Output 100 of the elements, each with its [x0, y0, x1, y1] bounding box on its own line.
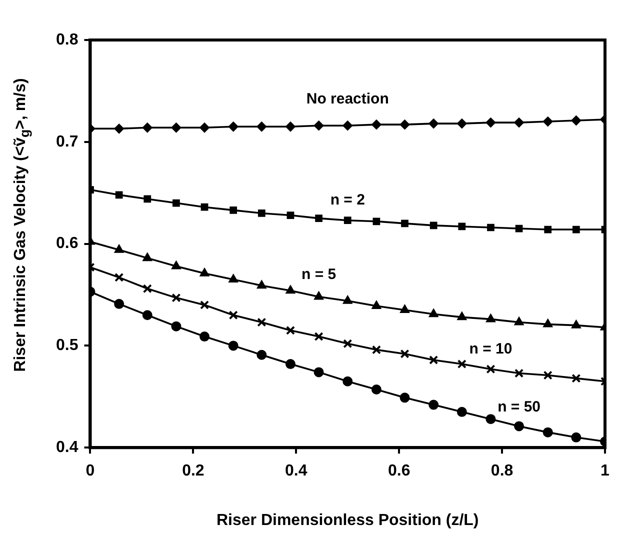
point: [514, 421, 524, 432]
point: [200, 203, 208, 211]
point: [286, 212, 294, 219]
point: [430, 222, 438, 230]
point: [286, 326, 296, 335]
point: [571, 320, 582, 328]
point: [228, 310, 238, 320]
point: [571, 432, 582, 442]
point: [171, 321, 182, 332]
x-axis-title: Riser Dimensionless Position (z/L): [216, 512, 479, 529]
point: [342, 376, 353, 386]
point: [486, 118, 496, 128]
point: [572, 226, 580, 234]
x-tick-label: 0.8: [490, 462, 514, 480]
point: [228, 122, 238, 132]
point: [372, 300, 382, 309]
point: [428, 118, 439, 129]
point: [314, 291, 324, 300]
point: [114, 272, 124, 282]
point: [342, 120, 353, 131]
point: [228, 340, 238, 351]
point: [514, 368, 524, 378]
series-label: No reaction: [306, 90, 389, 108]
point: [515, 224, 523, 232]
y-tick-label: 0.5: [56, 337, 78, 354]
y-tick-label: 0.8: [56, 31, 78, 48]
x-tick-label: 1: [600, 462, 610, 480]
point: [400, 349, 410, 358]
y-tick-label: 0.4: [56, 439, 78, 456]
point: [372, 345, 381, 354]
y-tick-label: 0.6: [56, 235, 78, 252]
series-label: n = 50: [498, 398, 541, 416]
point: [543, 370, 552, 380]
point: [457, 312, 467, 320]
point: [172, 293, 181, 302]
x-tick-label: 0.2: [182, 462, 204, 480]
point: [542, 427, 553, 438]
series-label: n = 5: [301, 266, 336, 283]
point: [200, 332, 210, 342]
series-label: n = 10: [469, 340, 512, 358]
point: [171, 122, 182, 133]
point: [458, 222, 466, 230]
point: [456, 406, 467, 417]
y-tick-label: 0.7: [56, 133, 78, 150]
point: [256, 280, 266, 289]
x-tick-label: 0.4: [285, 462, 308, 480]
point: [544, 226, 552, 234]
point: [486, 364, 496, 374]
point: [400, 120, 410, 130]
point: [314, 367, 324, 378]
point: [142, 284, 152, 294]
series-label: n = 2: [330, 192, 365, 209]
point: [486, 314, 496, 322]
point: [456, 118, 467, 129]
point: [200, 268, 210, 276]
point: [114, 244, 124, 253]
point: [228, 274, 238, 282]
point: [401, 220, 408, 228]
point: [200, 300, 210, 310]
point: [400, 304, 410, 314]
point: [315, 214, 322, 222]
point: [571, 116, 582, 126]
x-tick-label: 0: [86, 462, 95, 480]
point: [115, 191, 123, 199]
point: [256, 350, 267, 360]
point: [144, 195, 152, 203]
point: [372, 218, 380, 226]
point: [142, 310, 152, 320]
point: [258, 210, 266, 217]
point: [314, 120, 324, 131]
point: [256, 122, 267, 132]
point: [514, 118, 524, 128]
point: [371, 120, 382, 130]
point: [487, 224, 494, 232]
point: [457, 360, 466, 369]
point: [543, 318, 553, 328]
point: [285, 359, 296, 370]
point: [542, 116, 553, 127]
point: [343, 339, 352, 348]
point: [514, 316, 524, 326]
point: [114, 298, 124, 309]
point: [428, 400, 439, 410]
point: [230, 206, 238, 214]
point: [428, 308, 438, 318]
point: [142, 122, 152, 133]
point: [200, 122, 210, 133]
point: [371, 384, 382, 395]
point: [257, 318, 266, 327]
point: [342, 295, 352, 304]
point: [400, 392, 410, 403]
point: [344, 216, 352, 224]
point: [172, 199, 180, 207]
point: [142, 252, 152, 262]
point: [286, 285, 296, 294]
point: [314, 332, 324, 342]
point: [171, 260, 182, 270]
x-tick-label: 0.6: [388, 462, 410, 480]
point: [486, 414, 496, 424]
point: [429, 355, 438, 364]
point: [285, 122, 296, 132]
